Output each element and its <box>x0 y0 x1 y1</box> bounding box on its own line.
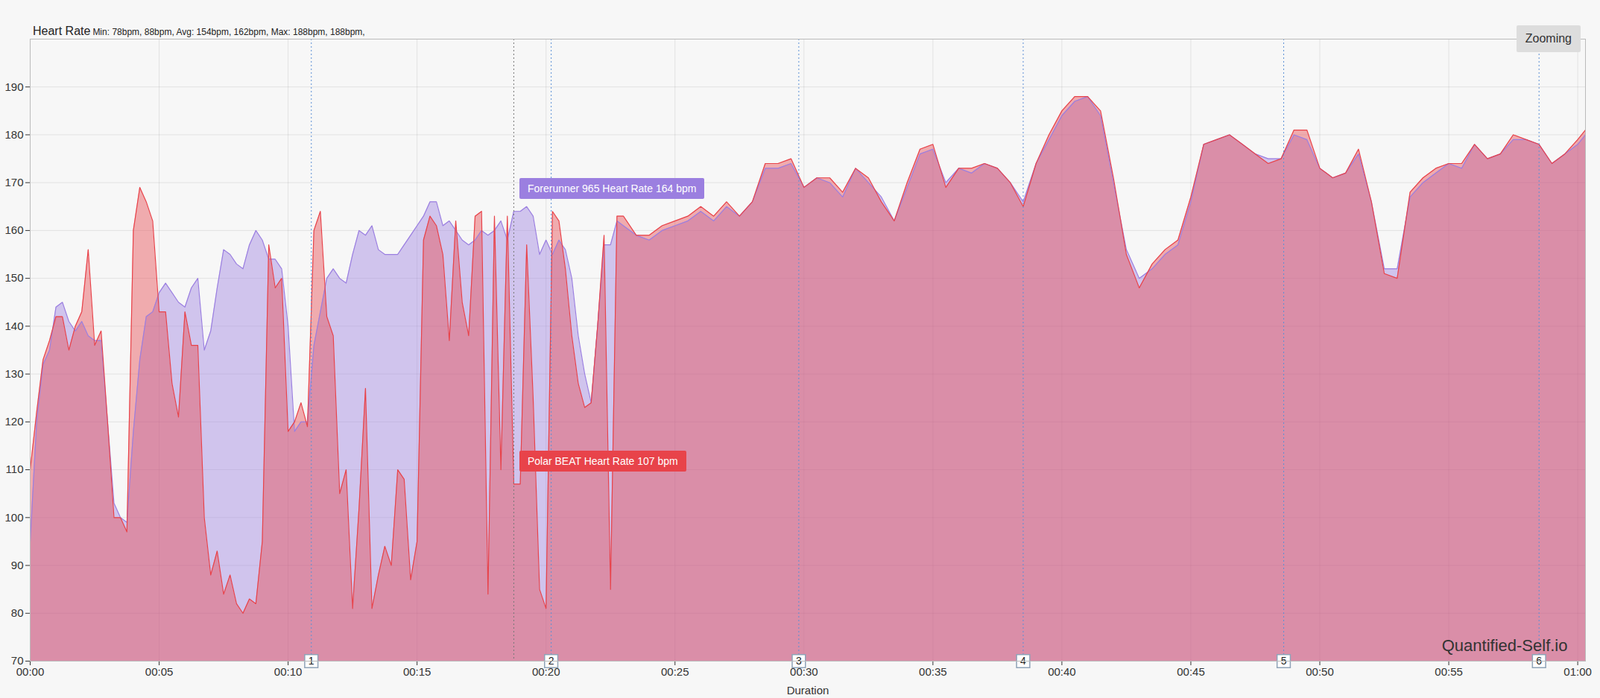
svg-text:Duration: Duration <box>786 684 830 697</box>
svg-text:130: 130 <box>4 367 24 381</box>
svg-text:190: 190 <box>4 80 24 94</box>
svg-text:00:25: 00:25 <box>661 665 690 679</box>
svg-text:00:40: 00:40 <box>1047 665 1077 679</box>
html-text:Polar BEAT Heart Rate 107 bpm: Polar BEAT Heart Rate 107 bpm <box>527 455 679 468</box>
svg-text:00:35: 00:35 <box>918 665 948 679</box>
svg-text:80: 80 <box>11 606 24 620</box>
svg-text:110: 110 <box>5 462 24 476</box>
svg-text:90: 90 <box>11 558 24 572</box>
svg-text:70: 70 <box>11 654 24 668</box>
html-text:Zooming: Zooming <box>1525 32 1572 45</box>
svg-text:170: 170 <box>4 175 24 189</box>
svg-text:00:50: 00:50 <box>1305 665 1334 679</box>
svg-text:140: 140 <box>4 319 24 333</box>
svg-text:4: 4 <box>1020 655 1027 667</box>
svg-text:6: 6 <box>1535 655 1542 667</box>
svg-text:5: 5 <box>1281 655 1288 667</box>
svg-text:160: 160 <box>4 223 24 237</box>
svg-text:00:05: 00:05 <box>145 665 174 679</box>
svg-text:Quantified-Self.io: Quantified-Self.io <box>1442 636 1568 656</box>
svg-text:3: 3 <box>795 655 802 667</box>
svg-text:100: 100 <box>4 511 24 524</box>
svg-text:120: 120 <box>4 415 24 428</box>
svg-text:150: 150 <box>4 271 24 284</box>
html-text:Forerunner 965 Heart Rate 164: Forerunner 965 Heart Rate 164 bpm <box>527 182 697 195</box>
svg-text:00:10: 00:10 <box>274 665 303 679</box>
svg-text:00:55: 00:55 <box>1434 665 1463 679</box>
svg-text:00:45: 00:45 <box>1176 665 1206 679</box>
svg-text:00:15: 00:15 <box>403 665 432 679</box>
html-text:Heart Rate Min: 78bpm, 88bpm,: Heart Rate Min: 78bpm, 88bpm, Avg: 154bp… <box>32 24 365 38</box>
svg-text:180: 180 <box>4 128 24 141</box>
svg-text:01:00: 01:00 <box>1563 665 1592 679</box>
svg-text:00:00: 00:00 <box>16 665 45 679</box>
svg-text:1: 1 <box>308 655 315 667</box>
svg-text:2: 2 <box>548 655 555 667</box>
svg-text:00:30: 00:30 <box>789 665 818 679</box>
svg-text:00:20: 00:20 <box>532 665 561 679</box>
